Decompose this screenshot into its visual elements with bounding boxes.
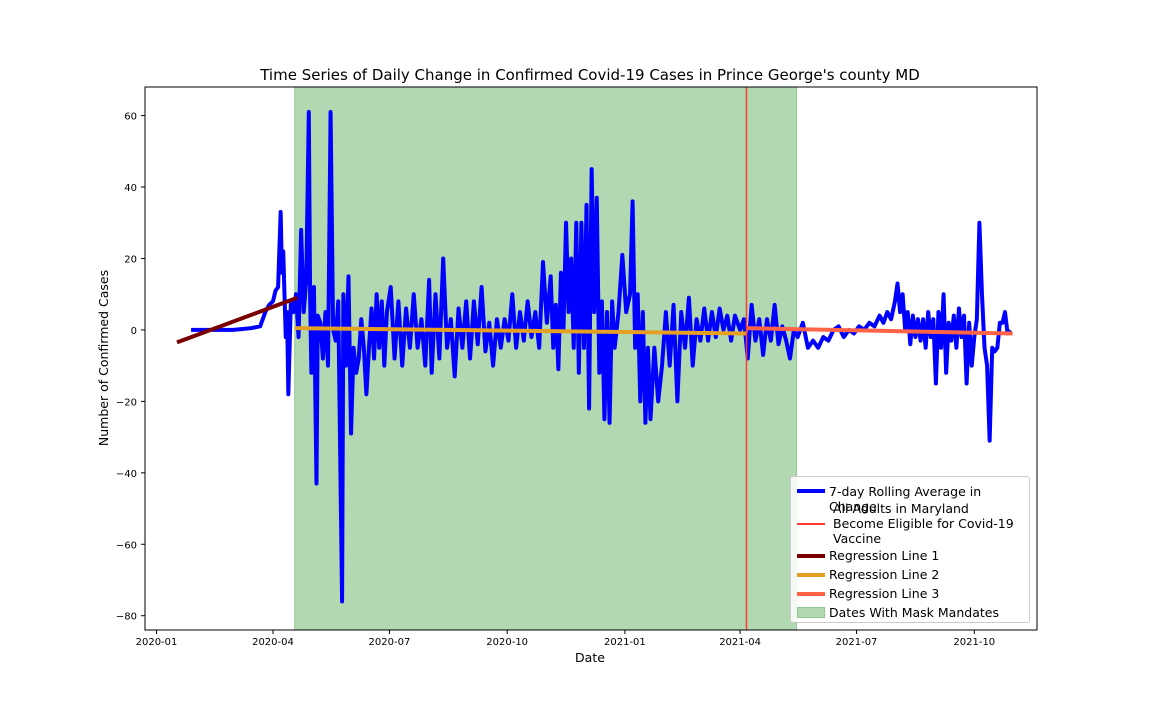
legend-swatch-regression-3 [797,592,825,596]
legend-label-rolling-average: 7-day Rolling Average in Change [829,484,982,514]
legend-swatch-mask-mandates [797,607,825,618]
y-tick-label: 60 [124,112,137,123]
chart-legend: 7-day Rolling Average in Change All Adul… [790,476,1030,623]
legend-swatch-regression-1 [797,554,825,558]
x-tick-label: 2021-10 [953,637,995,648]
y-tick-label: 0 [131,326,137,337]
x-tick-label: 2020-04 [252,637,294,648]
x-tick-label: 2020-10 [486,637,528,648]
legend-entry-vaccine-eligibility: All Adults in Maryland Become Eligible f… [791,501,1029,547]
x-tick-label: 2020-07 [369,637,411,648]
legend-entry-mask-mandates: Dates With Mask Mandates [791,604,1029,623]
legend-label-regression-1: Regression Line 1 [829,548,940,563]
chart-title: Time Series of Daily Change in Confirmed… [259,66,920,84]
regression-line-2 [294,326,747,336]
legend-entry-rolling-average: 7-day Rolling Average in Change [791,481,1029,514]
regression-line-1 [176,295,298,345]
legend-entry-regression-3: Regression Line 3 [791,585,1029,604]
plot-area: −80 −60 −40 −20 0 20 40 60 2020-01 2020-04 2020-07… [116,86,1038,648]
shaded-region-mask-mandates [294,86,797,631]
series-group [176,110,1013,604]
y-tick-label: −20 [116,397,137,408]
legend-swatch-regression-2 [797,573,825,577]
legend-entry-regression-1: Regression Line 1 [791,547,1029,566]
y-tick-label: −60 [116,540,137,551]
legend-label-regression-3: Regression Line 3 [829,586,940,601]
y-axis-label: Number of Confirmed Cases [96,270,111,446]
legend-entry-regression-2: Regression Line 2 [791,566,1029,585]
plot-frame [144,86,1038,631]
x-axis-label: Date [575,650,605,665]
y-tick-label: 40 [124,183,137,194]
series-rolling-average-line [191,110,1012,604]
legend-swatch-rolling-average [797,489,825,493]
x-tick-label: 2021-04 [719,637,761,648]
y-tick-label: −80 [116,612,137,623]
legend-label-vaccine-eligibility: All Adults in Maryland Become Eligible f… [833,501,1014,546]
legend-label-mask-mandates: Dates With Mask Mandates [829,605,999,620]
x-tick-label: 2021-07 [836,637,878,648]
y-tick-label: −40 [116,469,137,480]
legend-swatch-vaccine-eligibility [797,523,825,525]
y-tick-label: 20 [124,254,137,265]
x-tick-label: 2020-01 [136,637,178,648]
legend-label-regression-2: Regression Line 2 [829,567,940,582]
x-tick-label: 2021-01 [604,637,646,648]
regression-line-3 [746,326,1013,336]
